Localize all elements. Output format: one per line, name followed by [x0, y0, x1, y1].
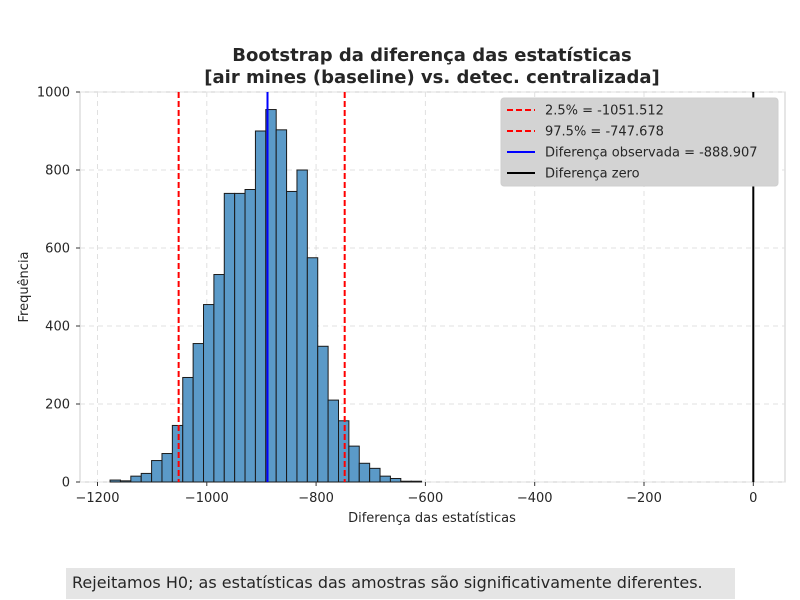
histogram-bar: [317, 345, 329, 483]
y-tick-label: 800: [45, 164, 70, 179]
histogram-bar: [119, 480, 132, 483]
legend-label: 97.5% = -747.678: [545, 125, 664, 140]
y-tick-label: 0: [62, 476, 70, 491]
histogram-bar: [213, 274, 225, 483]
histogram-bar: [171, 424, 184, 483]
x-tick-label: −600: [408, 491, 444, 506]
conclusion-text: Rejeitamos H0; as estatísticas das amost…: [66, 568, 735, 599]
histogram-bar: [109, 479, 121, 483]
x-tick-label: −1000: [185, 491, 229, 506]
histogram-bar: [130, 475, 142, 483]
histogram-bar: [410, 480, 423, 483]
histogram-bar: [223, 192, 236, 483]
legend-label: Diferença observada = -888.907: [545, 146, 758, 161]
chart-title-line-1: Bootstrap da diferença das estatísticas: [232, 45, 631, 66]
histogram-bar: [234, 192, 246, 483]
chart-title-line-2: [air mines (baseline) vs. detec. central…: [204, 67, 659, 88]
y-tick-label: 200: [45, 398, 70, 413]
y-tick-label: 1000: [37, 86, 70, 101]
histogram-bars: [109, 109, 423, 483]
histogram-bar: [348, 445, 360, 483]
histogram-bar: [400, 480, 412, 483]
histogram-bar: [389, 477, 402, 483]
legend-box: [500, 97, 779, 187]
histogram-bar: [286, 190, 298, 483]
x-tick-label: −200: [626, 491, 662, 506]
legend: 2.5% = -1051.512 97.5% = -747.678 Diferenç…: [500, 97, 779, 187]
legend-label: 2.5% = -1051.512: [545, 104, 664, 119]
x-tick-label: 0: [749, 491, 757, 506]
histogram-bar: [327, 399, 339, 483]
histogram-bar: [275, 129, 288, 483]
histogram-bar: [203, 304, 215, 483]
histogram-bar: [254, 130, 267, 483]
legend-label: Diferença zero: [545, 167, 640, 182]
axis-ticks: −1200 −1000 −800 −600 −400 −200 0 0 200 400 600 800…: [37, 86, 758, 507]
histogram-bar: [379, 475, 391, 483]
histogram-bar: [244, 189, 256, 483]
histogram-bar: [161, 453, 173, 483]
x-tick-label: −800: [298, 491, 334, 506]
histogram-bar: [306, 257, 319, 483]
y-tick-label: 600: [45, 242, 70, 257]
histogram-bar: [358, 462, 371, 483]
histogram-bar: [140, 472, 153, 483]
histogram-bar: [369, 467, 381, 483]
histogram-bar: [151, 460, 163, 483]
histogram-bar: [182, 376, 194, 483]
x-axis-label: Diferença das estatísticas: [348, 511, 516, 526]
x-tick-label: −400: [517, 491, 553, 506]
histogram-bar: [296, 169, 308, 483]
y-tick-label: 400: [45, 320, 70, 335]
y-axis-label: Frequência: [17, 251, 32, 322]
x-tick-label: −1200: [75, 491, 119, 506]
histogram-bar: [192, 343, 205, 483]
